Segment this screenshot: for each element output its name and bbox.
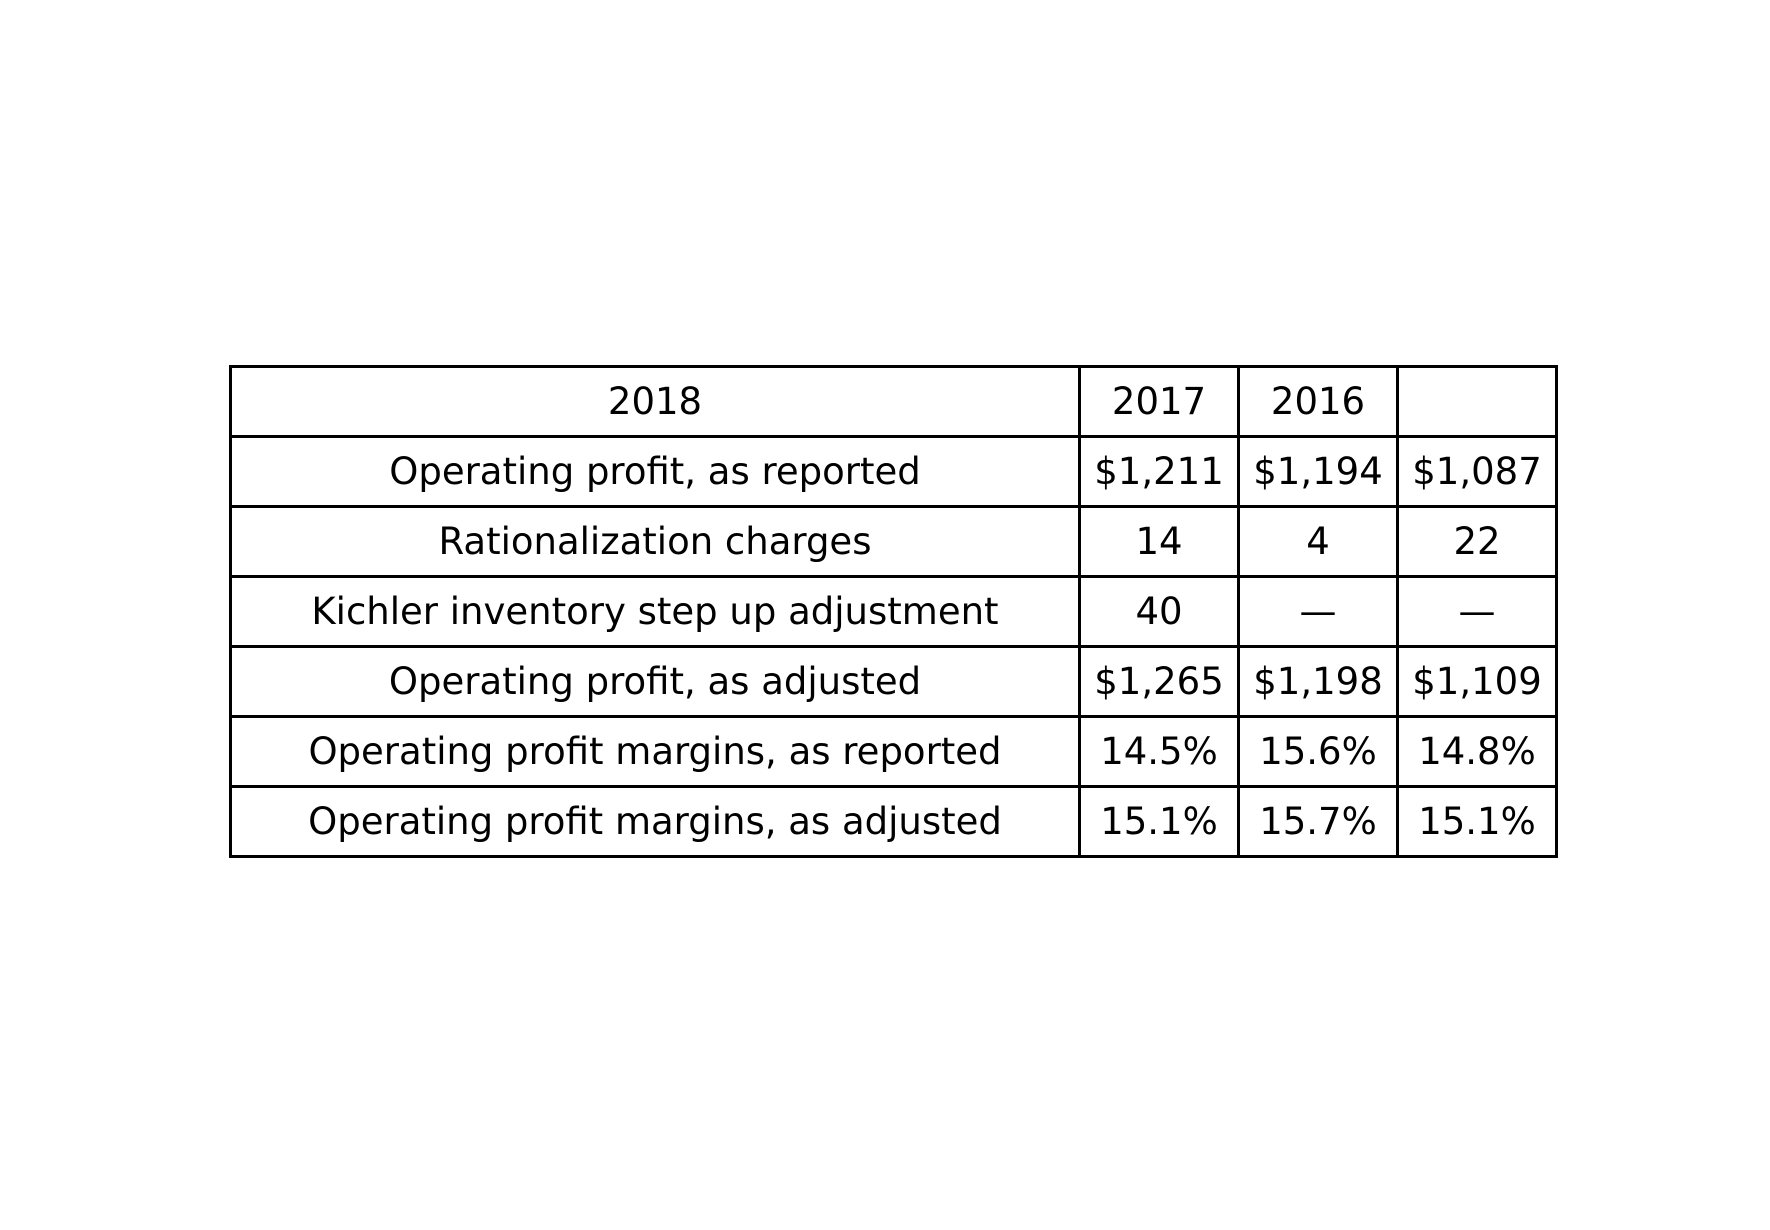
- header-row: 2018 2017 2016: [229, 365, 1558, 438]
- header-cell: 2017: [1078, 365, 1240, 438]
- table-row: Operating profit margins, as adjusted 15…: [229, 785, 1558, 858]
- table-cell: 14.5%: [1078, 715, 1240, 788]
- header-cell: [1396, 365, 1558, 438]
- row-label: Operating profit margins, as reported: [229, 715, 1081, 788]
- table-cell: $1,211: [1078, 435, 1240, 508]
- table-row: Rationalization charges 14 4 22: [229, 505, 1558, 578]
- table-cell: 15.7%: [1237, 785, 1399, 858]
- row-label: Operating profit, as reported: [229, 435, 1081, 508]
- financial-table: 2018 2017 2016 Operating profit, as repo…: [229, 365, 1558, 858]
- table-cell: —: [1396, 575, 1558, 648]
- table-cell: 14: [1078, 505, 1240, 578]
- table-cell: 22: [1396, 505, 1558, 578]
- table-cell: $1,109: [1396, 645, 1558, 718]
- table-row: Operating profit margins, as reported 14…: [229, 715, 1558, 788]
- table-row: Operating profit, as reported $1,211 $1,…: [229, 435, 1558, 508]
- table-cell: 15.1%: [1396, 785, 1558, 858]
- row-label: Operating profit margins, as adjusted: [229, 785, 1081, 858]
- table-cell: $1,198: [1237, 645, 1399, 718]
- table-cell: 40: [1078, 575, 1240, 648]
- row-label: Rationalization charges: [229, 505, 1081, 578]
- table-cell: $1,265: [1078, 645, 1240, 718]
- table-row: Kichler inventory step up adjustment 40 …: [229, 575, 1558, 648]
- table-cell: $1,194: [1237, 435, 1399, 508]
- header-cell: 2018: [229, 365, 1081, 438]
- row-label: Operating profit, as adjusted: [229, 645, 1081, 718]
- table-row: Operating profit, as adjusted $1,265 $1,…: [229, 645, 1558, 718]
- table-cell: $1,087: [1396, 435, 1558, 508]
- table-cell: —: [1237, 575, 1399, 648]
- table-cell: 15.6%: [1237, 715, 1399, 788]
- table-cell: 4: [1237, 505, 1399, 578]
- table-cell: 15.1%: [1078, 785, 1240, 858]
- table-cell: 14.8%: [1396, 715, 1558, 788]
- row-label: Kichler inventory step up adjustment: [229, 575, 1081, 648]
- header-cell: 2016: [1237, 365, 1399, 438]
